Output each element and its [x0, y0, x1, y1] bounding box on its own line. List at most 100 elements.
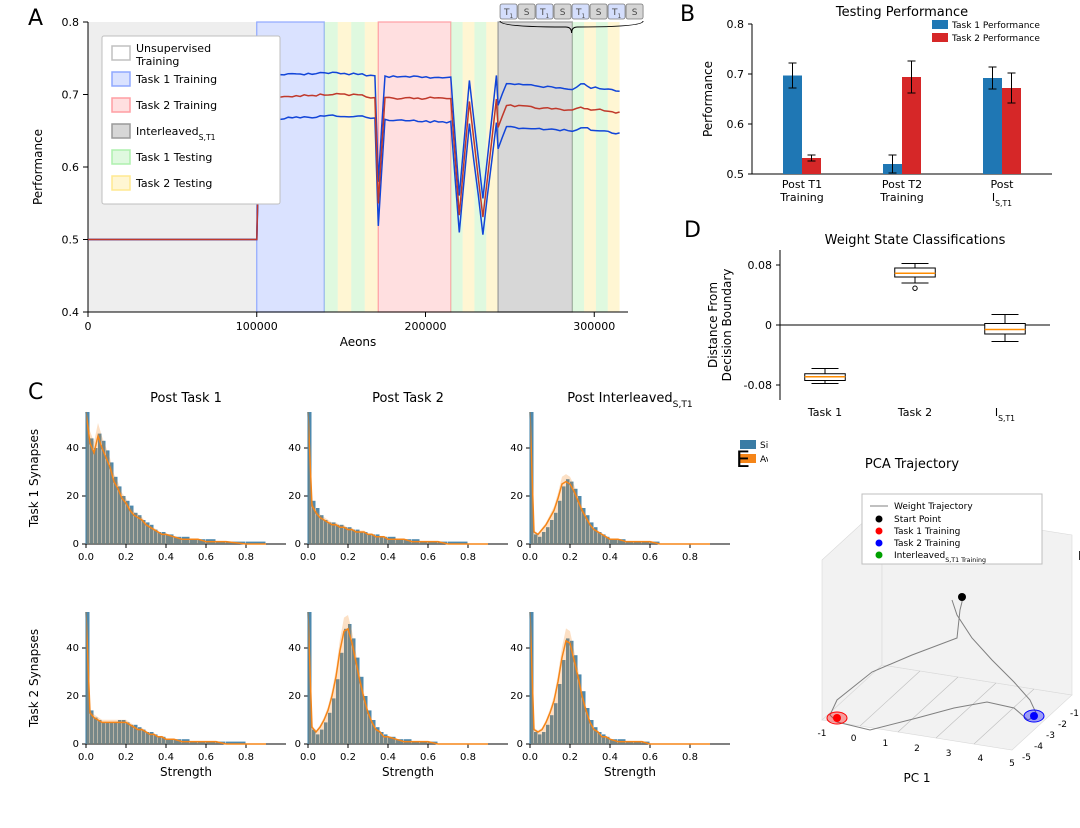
svg-text:300000: 300000 — [573, 320, 615, 333]
svg-text:Task 2 Training: Task 2 Training — [893, 539, 960, 549]
svg-text:20: 20 — [288, 691, 301, 702]
svg-text:0.6: 0.6 — [727, 118, 745, 131]
svg-text:Performance: Performance — [31, 129, 45, 205]
svg-text:Task 2: Task 2 — [897, 406, 932, 419]
svg-text:0.4: 0.4 — [158, 552, 174, 563]
svg-text:Testing Performance: Testing Performance — [835, 5, 968, 20]
svg-text:-3: -3 — [1046, 731, 1055, 741]
svg-text:40: 40 — [66, 643, 79, 654]
svg-text:1: 1 — [882, 739, 888, 749]
svg-text:IS,T1: IS,T1 — [992, 191, 1012, 208]
svg-text:0.7: 0.7 — [62, 89, 80, 102]
svg-text:40: 40 — [66, 443, 79, 454]
svg-text:Post Task 2: Post Task 2 — [372, 391, 444, 406]
svg-text:0.2: 0.2 — [562, 752, 578, 763]
svg-text:0.6: 0.6 — [62, 161, 80, 174]
svg-text:Task 2 Training: Task 2 Training — [135, 99, 217, 112]
svg-text:0: 0 — [851, 734, 857, 744]
svg-text:0.08: 0.08 — [748, 259, 773, 272]
svg-text:Task 2 Testing: Task 2 Testing — [135, 177, 212, 190]
svg-text:0.5: 0.5 — [727, 168, 745, 181]
svg-text:0.0: 0.0 — [78, 752, 94, 763]
svg-text:0.8: 0.8 — [460, 752, 476, 763]
svg-text:0.4: 0.4 — [380, 752, 396, 763]
svg-text:100000: 100000 — [236, 320, 278, 333]
svg-text:20: 20 — [288, 491, 301, 502]
svg-text:40: 40 — [510, 443, 523, 454]
svg-text:2: 2 — [914, 744, 920, 754]
svg-text:-1: -1 — [1070, 709, 1079, 719]
svg-text:Unsupervised: Unsupervised — [136, 42, 211, 55]
svg-text:5: 5 — [1009, 759, 1015, 769]
svg-text:-4: -4 — [1034, 742, 1043, 752]
svg-text:3: 3 — [946, 749, 952, 759]
svg-text:20: 20 — [66, 491, 79, 502]
svg-text:IS,T1: IS,T1 — [995, 406, 1015, 423]
svg-text:40: 40 — [288, 643, 301, 654]
svg-text:0.0: 0.0 — [300, 752, 316, 763]
svg-text:0.8: 0.8 — [238, 752, 254, 763]
svg-text:20: 20 — [510, 491, 523, 502]
svg-text:0.7: 0.7 — [727, 68, 745, 81]
svg-text:20: 20 — [510, 691, 523, 702]
svg-text:-2: -2 — [1058, 720, 1067, 730]
svg-text:Task 2 Performance: Task 2 Performance — [951, 34, 1040, 44]
svg-text:0: 0 — [85, 320, 92, 333]
svg-text:0.0: 0.0 — [78, 552, 94, 563]
svg-text:S: S — [632, 8, 638, 18]
panel-B-chart: Testing Performance0.50.60.70.8Performan… — [696, 0, 1076, 220]
svg-text:0.4: 0.4 — [158, 752, 174, 763]
svg-text:0.2: 0.2 — [340, 552, 356, 563]
svg-text:0: 0 — [517, 539, 523, 550]
svg-text:0.2: 0.2 — [562, 552, 578, 563]
svg-text:-5: -5 — [1022, 753, 1031, 763]
svg-text:40: 40 — [510, 643, 523, 654]
svg-text:0: 0 — [73, 739, 79, 750]
svg-text:Weight Trajectory: Weight Trajectory — [894, 502, 973, 512]
svg-text:-1: -1 — [818, 729, 827, 739]
svg-text:Strength: Strength — [382, 765, 434, 779]
svg-text:0: 0 — [765, 319, 772, 332]
svg-text:0.4: 0.4 — [380, 552, 396, 563]
svg-text:Distance From: Distance From — [706, 282, 720, 368]
panel-label-D: D — [684, 218, 701, 243]
svg-text:S: S — [596, 8, 602, 18]
svg-text:Single Trial: Single Trial — [760, 441, 768, 451]
svg-text:S: S — [524, 8, 530, 18]
svg-text:40: 40 — [288, 443, 301, 454]
svg-text:Strength: Strength — [160, 765, 212, 779]
svg-text:Training: Training — [135, 55, 179, 68]
svg-text:Post T1: Post T1 — [782, 178, 822, 191]
svg-text:Task 2 Synapses: Task 2 Synapses — [27, 629, 41, 728]
svg-text:0.8: 0.8 — [682, 752, 698, 763]
svg-text:PCA Trajectory: PCA Trajectory — [865, 457, 959, 472]
svg-text:Start Point: Start Point — [894, 515, 942, 525]
svg-text:Decision Boundary: Decision Boundary — [720, 269, 734, 382]
svg-text:0.0: 0.0 — [522, 752, 538, 763]
panel-label-B: B — [680, 2, 695, 27]
svg-text:0.0: 0.0 — [522, 552, 538, 563]
svg-text:Weight State Classifications: Weight State Classifications — [825, 233, 1006, 248]
svg-text:0.6: 0.6 — [642, 552, 658, 563]
svg-text:Post T2: Post T2 — [882, 178, 922, 191]
svg-text:0.8: 0.8 — [62, 16, 80, 29]
svg-text:Post InterleavedS,T1: Post InterleavedS,T1 — [567, 391, 692, 410]
svg-text:0.6: 0.6 — [420, 552, 436, 563]
svg-text:0.5: 0.5 — [62, 234, 80, 247]
svg-text:0.6: 0.6 — [198, 552, 214, 563]
svg-text:Task 1 Testing: Task 1 Testing — [135, 151, 212, 164]
svg-text:0.4: 0.4 — [602, 552, 618, 563]
svg-text:0.8: 0.8 — [460, 552, 476, 563]
svg-text:Performance: Performance — [701, 61, 715, 137]
svg-text:Task 1 Training: Task 1 Training — [893, 527, 960, 537]
panel-C-grid: Post Task 1 Post Task 2 Post InterleavedS,… — [8, 384, 768, 814]
svg-text:S: S — [560, 8, 566, 18]
svg-text:Post Task 1: Post Task 1 — [150, 391, 222, 406]
panel-A-chart: 0.40.50.60.70.80100000200000300000AeonsP… — [18, 2, 658, 362]
panel-E-chart: PCA TrajectoryPC 1PC 2PC 3-1012345-5-4-3… — [742, 454, 1080, 824]
svg-text:Task 1: Task 1 — [807, 406, 842, 419]
svg-text:0.6: 0.6 — [198, 752, 214, 763]
svg-text:0: 0 — [517, 739, 523, 750]
svg-text:0.8: 0.8 — [238, 552, 254, 563]
svg-text:0.8: 0.8 — [682, 552, 698, 563]
